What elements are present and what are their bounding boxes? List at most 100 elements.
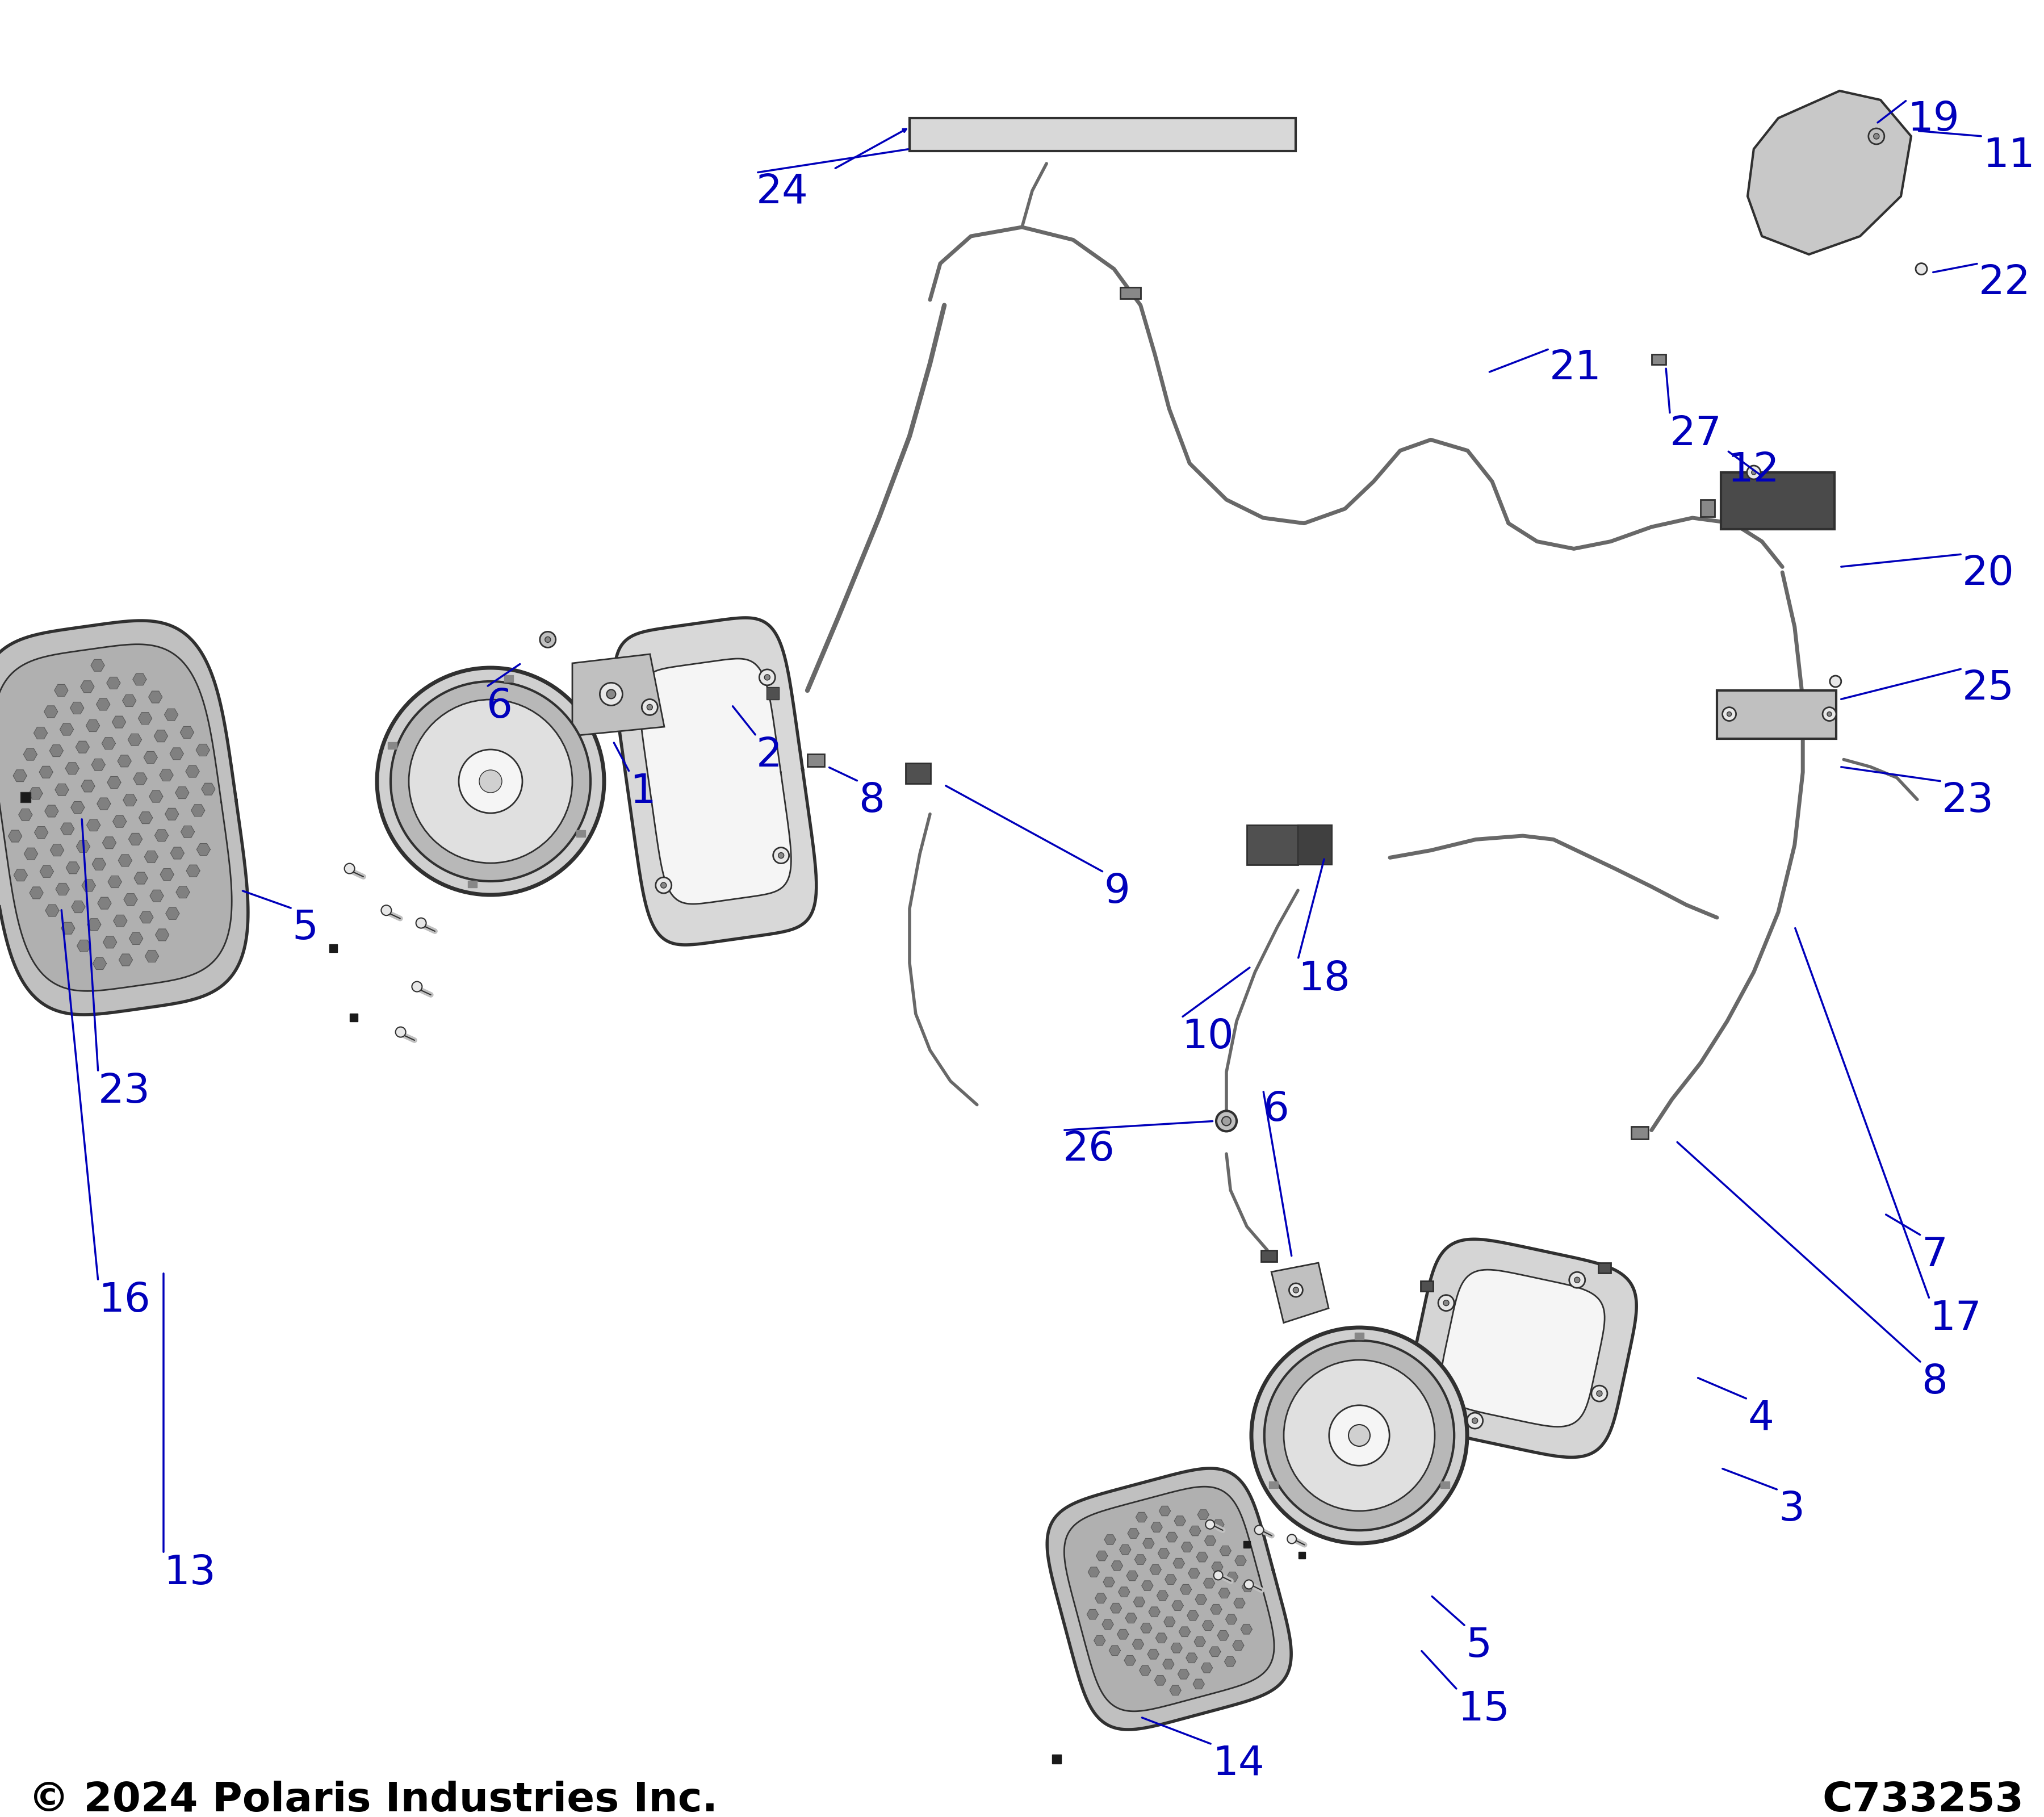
Polygon shape xyxy=(1408,1239,1637,1457)
Polygon shape xyxy=(1171,1601,1183,1610)
Polygon shape xyxy=(176,887,190,898)
Polygon shape xyxy=(170,847,184,859)
Polygon shape xyxy=(186,865,200,878)
Circle shape xyxy=(376,667,605,894)
Circle shape xyxy=(1829,676,1842,687)
Polygon shape xyxy=(1139,1666,1151,1675)
Polygon shape xyxy=(1159,1548,1169,1559)
Polygon shape xyxy=(129,932,143,945)
Polygon shape xyxy=(112,816,127,827)
Polygon shape xyxy=(22,749,37,760)
Circle shape xyxy=(546,636,550,643)
Polygon shape xyxy=(92,858,106,870)
Polygon shape xyxy=(1179,1584,1192,1594)
Polygon shape xyxy=(1157,1590,1169,1601)
Polygon shape xyxy=(1096,1594,1106,1603)
Polygon shape xyxy=(1128,1528,1139,1539)
Text: 26: 26 xyxy=(1063,1130,1116,1170)
Text: 20: 20 xyxy=(1962,554,2015,594)
Circle shape xyxy=(478,770,503,792)
Text: 2: 2 xyxy=(756,736,783,776)
Polygon shape xyxy=(767,687,779,700)
Polygon shape xyxy=(186,765,200,778)
Polygon shape xyxy=(35,827,49,838)
Polygon shape xyxy=(1118,1630,1128,1639)
Polygon shape xyxy=(505,674,513,681)
Polygon shape xyxy=(1233,1641,1245,1650)
Polygon shape xyxy=(1087,1610,1098,1619)
Polygon shape xyxy=(1441,1270,1605,1426)
Text: 21: 21 xyxy=(1549,349,1602,389)
Polygon shape xyxy=(1218,1630,1228,1641)
Circle shape xyxy=(1294,1286,1298,1294)
Polygon shape xyxy=(166,809,178,819)
Polygon shape xyxy=(45,805,59,818)
Circle shape xyxy=(397,1027,405,1038)
Polygon shape xyxy=(1120,1544,1130,1555)
Circle shape xyxy=(1752,471,1756,474)
Circle shape xyxy=(1265,1341,1453,1530)
Polygon shape xyxy=(72,801,84,814)
Circle shape xyxy=(779,852,785,858)
Polygon shape xyxy=(41,865,53,878)
Polygon shape xyxy=(1224,1657,1237,1666)
Polygon shape xyxy=(123,794,137,807)
Polygon shape xyxy=(139,912,153,923)
Polygon shape xyxy=(1188,1568,1200,1579)
Polygon shape xyxy=(1151,1523,1163,1532)
Polygon shape xyxy=(1120,287,1141,298)
Polygon shape xyxy=(1721,472,1836,529)
Circle shape xyxy=(1570,1272,1584,1288)
Polygon shape xyxy=(0,621,247,1014)
Polygon shape xyxy=(35,727,47,740)
Polygon shape xyxy=(139,812,153,823)
Polygon shape xyxy=(86,720,100,732)
Polygon shape xyxy=(82,779,94,792)
Polygon shape xyxy=(1173,1559,1183,1568)
Polygon shape xyxy=(65,763,80,774)
Polygon shape xyxy=(1143,1581,1153,1590)
Polygon shape xyxy=(20,792,31,803)
Polygon shape xyxy=(180,727,194,738)
Text: 27: 27 xyxy=(1670,414,1723,454)
Text: 14: 14 xyxy=(1212,1744,1263,1784)
Text: 11: 11 xyxy=(1983,136,2034,176)
Polygon shape xyxy=(25,849,37,859)
Polygon shape xyxy=(98,898,110,909)
Polygon shape xyxy=(92,958,106,970)
Text: 5: 5 xyxy=(292,909,319,948)
Text: 8: 8 xyxy=(858,781,885,821)
Text: 5: 5 xyxy=(1466,1626,1492,1666)
Circle shape xyxy=(1592,1386,1607,1401)
Polygon shape xyxy=(1269,1481,1278,1488)
Polygon shape xyxy=(170,749,184,760)
Text: 23: 23 xyxy=(98,1072,151,1112)
Text: 12: 12 xyxy=(1727,451,1780,491)
Polygon shape xyxy=(1177,1670,1190,1679)
Polygon shape xyxy=(119,854,133,867)
Text: C733253: C733253 xyxy=(1821,1781,2024,1817)
Polygon shape xyxy=(65,861,80,874)
Polygon shape xyxy=(133,674,147,685)
Polygon shape xyxy=(61,823,74,834)
Polygon shape xyxy=(145,850,157,863)
Polygon shape xyxy=(640,658,791,905)
Polygon shape xyxy=(155,928,170,941)
Text: 24: 24 xyxy=(756,173,809,213)
Polygon shape xyxy=(1102,1619,1114,1630)
Circle shape xyxy=(1216,1110,1237,1132)
Polygon shape xyxy=(135,872,147,885)
Polygon shape xyxy=(1241,1624,1253,1633)
Polygon shape xyxy=(1087,1566,1100,1577)
Text: 17: 17 xyxy=(1930,1299,1981,1339)
Polygon shape xyxy=(1149,1606,1161,1617)
Polygon shape xyxy=(59,723,74,736)
Polygon shape xyxy=(1124,1655,1136,1666)
Polygon shape xyxy=(114,916,127,927)
Polygon shape xyxy=(1179,1626,1190,1637)
Polygon shape xyxy=(39,767,53,778)
Polygon shape xyxy=(1126,1613,1136,1623)
Polygon shape xyxy=(108,876,121,889)
Polygon shape xyxy=(1155,1633,1167,1643)
Circle shape xyxy=(1255,1526,1263,1534)
